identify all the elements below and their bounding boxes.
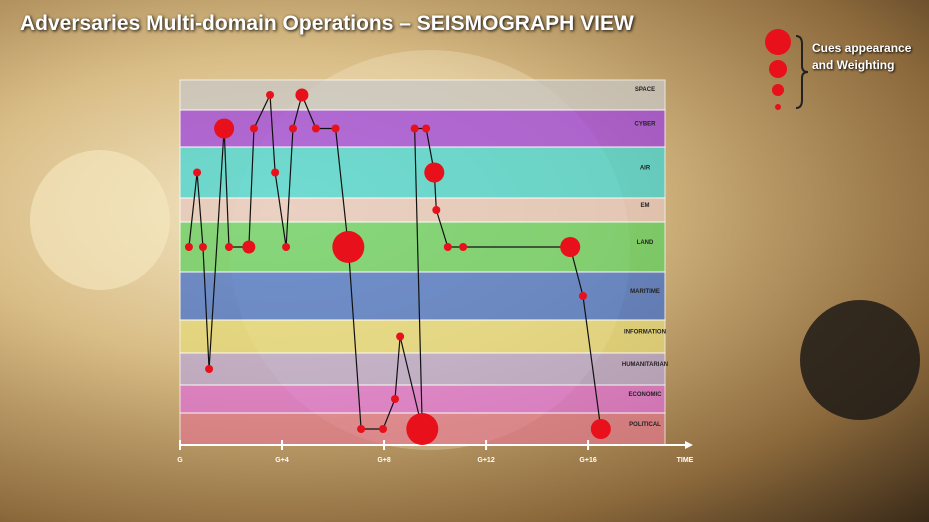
x-tick-label: G+12 — [477, 457, 494, 464]
band-label: MARITIME — [630, 289, 660, 295]
cue-point — [185, 243, 193, 251]
cue-point — [332, 231, 364, 263]
band-label: ECONOMIC — [629, 392, 663, 398]
cue-point — [242, 241, 255, 254]
legend-symbols — [765, 29, 808, 110]
band — [180, 198, 665, 222]
cue-point — [205, 365, 213, 373]
band-label: EM — [641, 203, 650, 209]
band-label: AIR — [640, 166, 651, 172]
chart: SPACE CYBER AIR EM LAND MARITIME INFORMATION HU… — [0, 0, 929, 522]
cue-point — [295, 89, 308, 102]
band — [180, 385, 665, 413]
cue-point — [289, 125, 297, 133]
axis-arrow — [685, 441, 693, 449]
band-label: LAND — [637, 240, 654, 246]
cue-point — [379, 425, 387, 433]
title: Adversaries Multi-domain Operations – SE… — [20, 12, 634, 36]
cue-point — [266, 91, 274, 99]
slide: SPACE CYBER AIR EM LAND MARITIME INFORMATION HU… — [0, 0, 929, 522]
cue-point — [591, 419, 611, 439]
cue-point — [579, 292, 587, 300]
cue-point — [444, 243, 452, 251]
x-axis-label: TIME — [677, 457, 694, 464]
cue-point — [560, 237, 580, 257]
cue-point — [193, 169, 201, 177]
cue-point — [422, 125, 430, 133]
cue-point — [406, 413, 438, 445]
cue-point — [357, 425, 365, 433]
cue-point — [250, 125, 258, 133]
decor — [800, 300, 920, 420]
cue-point — [199, 243, 207, 251]
band-label: SPACE — [635, 87, 655, 93]
cue-point — [282, 243, 290, 251]
cue-point — [312, 125, 320, 133]
x-tick-label: G — [177, 457, 183, 464]
band-label: POLITICAL — [629, 422, 661, 428]
cue-point — [271, 169, 279, 177]
cue-point — [432, 206, 440, 214]
cue-point — [391, 395, 399, 403]
cue-point — [225, 243, 233, 251]
band — [180, 272, 665, 320]
band-label: HUMANITARIAN — [622, 362, 668, 368]
x-tick-label: G+16 — [579, 457, 596, 464]
cue-point — [214, 119, 234, 139]
cue-point — [459, 243, 467, 251]
legend-label: Cues appearance and Weighting — [812, 40, 922, 74]
band-label: INFORMATION — [624, 330, 666, 336]
band — [180, 320, 665, 353]
cue-point — [396, 333, 404, 341]
cue-point — [332, 125, 340, 133]
x-tick-label: G+8 — [377, 457, 391, 464]
x-tick-label: G+4 — [275, 457, 289, 464]
band — [180, 80, 665, 110]
band-label: CYBER — [634, 122, 656, 128]
cue-point — [411, 125, 419, 133]
decor — [30, 150, 170, 290]
cue-point — [424, 163, 444, 183]
